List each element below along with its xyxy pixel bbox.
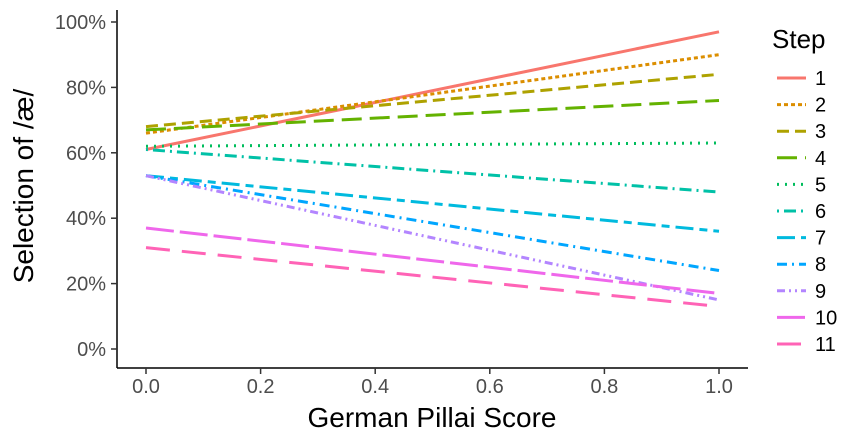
y-tick-label: 80% [66,77,106,99]
legend-title: Step [772,24,826,54]
y-tick-label: 60% [66,143,106,165]
series-line-step-9 [145,174,720,302]
series-line-step-10 [145,226,720,295]
series-line-step-2 [145,53,720,135]
x-axis-title: German Pillai Score [308,402,557,433]
legend-label-6: 6 [815,201,826,223]
y-tick-label: 100% [55,12,106,34]
x-tick-label: 1.0 [705,376,733,398]
legend-label-4: 4 [815,148,826,170]
legend-label-2: 2 [815,95,826,117]
x-tick-label: 0.0 [132,376,160,398]
legend-label-5: 5 [815,174,826,196]
series-line-step-4 [145,98,720,132]
x-tick-label: 0.4 [361,376,389,398]
legend-label-10: 10 [815,307,837,329]
legend-label-7: 7 [815,228,826,250]
x-tick-label: 0.2 [247,376,275,398]
y-tick-label: 40% [66,208,106,230]
x-ticks: 0.0 0.2 0.4 0.6 0.8 1.0 [132,368,733,398]
series-line-step-11 [145,246,720,308]
x-tick-label: 0.8 [590,376,618,398]
y-axis-title: Selection of /æ/ [8,89,39,284]
legend-label-8: 8 [815,254,826,276]
legend-label-9: 9 [815,281,826,303]
legend-label-1: 1 [815,68,826,90]
y-tick-label: 20% [66,274,106,296]
y-tick-label: 0% [77,339,106,361]
y-ticks: 0% 20% 40% 60% 80% 100% [55,12,117,361]
series-line-step-8 [145,174,720,272]
series-line-step-3 [145,72,720,129]
legend-label-11: 11 [815,334,836,356]
legend-label-3: 3 [815,121,826,143]
series-line-step-1 [145,30,720,151]
legend: Step 1 2 3 4 5 6 7 8 9 10 11 [772,24,837,356]
plot-lines [145,30,720,308]
x-tick-label: 0.6 [476,376,504,398]
